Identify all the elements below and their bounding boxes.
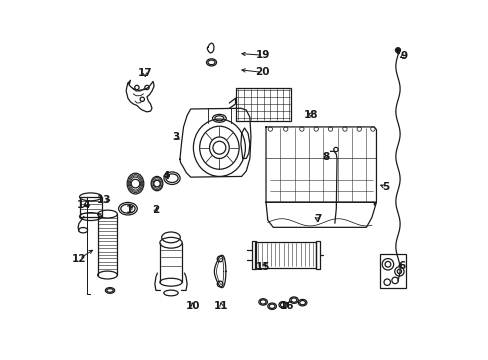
- Text: 6: 6: [398, 261, 405, 271]
- Text: 7: 7: [314, 215, 321, 224]
- Bar: [235, 88, 290, 121]
- Text: 18: 18: [304, 110, 318, 120]
- Bar: [255, 242, 316, 268]
- Text: 2: 2: [152, 206, 159, 216]
- Bar: [251, 240, 255, 269]
- Bar: [379, 253, 405, 288]
- Text: 11: 11: [214, 301, 228, 311]
- Text: 17: 17: [137, 68, 152, 78]
- Text: 19: 19: [255, 50, 269, 60]
- Text: 14: 14: [77, 200, 91, 210]
- Text: 13: 13: [96, 195, 111, 205]
- Bar: [80, 197, 102, 217]
- Text: 20: 20: [255, 67, 269, 77]
- Text: 15: 15: [256, 262, 270, 272]
- Text: 10: 10: [185, 301, 200, 311]
- Bar: [315, 240, 319, 269]
- Text: 5: 5: [381, 182, 388, 192]
- Text: 3: 3: [172, 132, 180, 142]
- Text: 16: 16: [279, 301, 293, 311]
- Text: 4: 4: [163, 171, 170, 181]
- Circle shape: [395, 48, 400, 53]
- Text: 12: 12: [72, 254, 86, 264]
- Text: 8: 8: [321, 152, 328, 162]
- Text: 1: 1: [125, 206, 132, 216]
- Text: 9: 9: [400, 50, 407, 60]
